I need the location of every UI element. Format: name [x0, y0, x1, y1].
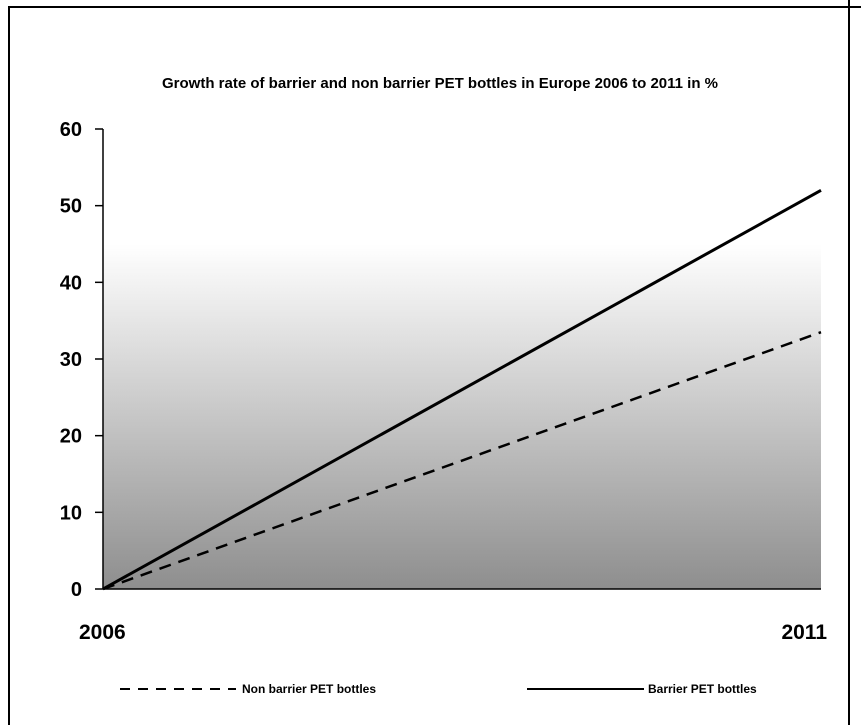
- series-line-non-barrier: [102, 330, 822, 591]
- y-tick-label: 10: [60, 502, 82, 524]
- y-tick-label: 50: [60, 196, 82, 218]
- series-lines: [102, 189, 822, 591]
- y-tick-label: 0: [71, 579, 82, 601]
- y-tick-label: 30: [60, 349, 82, 371]
- legend: Non barrier PET bottles Barrier PET bottl…: [120, 682, 757, 696]
- plot-area: [103, 129, 821, 589]
- y-tick-label: 20: [60, 426, 82, 448]
- y-tick-label: 60: [60, 119, 82, 141]
- x-axis-ticks: 2006 2011: [79, 621, 827, 644]
- chart-title: Growth rate of barrier and non barrier P…: [162, 75, 718, 92]
- y-tick-label: 40: [60, 272, 82, 294]
- y-axis-ticks: 0 10 20 30 40 50 60: [60, 119, 103, 601]
- legend-label-non-barrier: Non barrier PET bottles: [242, 682, 376, 696]
- x-tick-label: 2006: [79, 621, 126, 644]
- legend-label-barrier: Barrier PET bottles: [648, 682, 757, 696]
- x-tick-label: 2011: [781, 621, 827, 644]
- series-line-barrier: [102, 189, 822, 591]
